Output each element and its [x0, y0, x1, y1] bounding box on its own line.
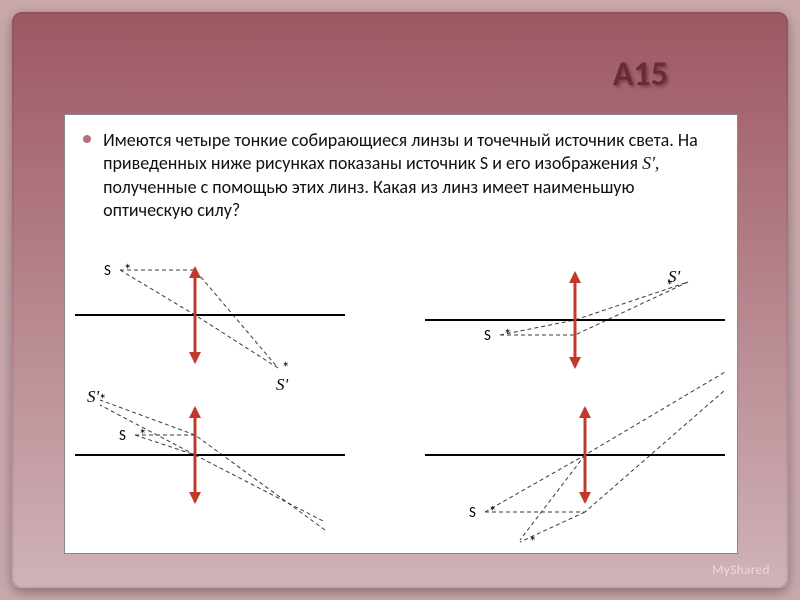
lens-arrowhead-up-icon — [189, 406, 201, 418]
question-sprime: S', — [642, 153, 659, 173]
source-label: S — [469, 504, 476, 522]
lens-arrowhead-down-icon — [569, 357, 581, 369]
point-marker: * — [99, 392, 106, 410]
diagram-area: *S*S'*S*S'*S*S'*S*S' — [65, 250, 737, 550]
lens-arrowhead-down-icon — [189, 352, 201, 364]
lens-arrowhead-down-icon — [189, 492, 201, 504]
lens-arrowhead-up-icon — [189, 266, 201, 278]
ray — [135, 435, 325, 530]
source-label: S — [119, 427, 126, 445]
question-content: Имеются четыре тонкие собирающиеся линзы… — [103, 129, 715, 223]
point-marker: * — [529, 534, 536, 550]
source-label: S — [484, 327, 491, 345]
slide-inner: А15 Имеются четыре тонкие собирающиеся л… — [12, 12, 788, 588]
question-pre: Имеются четыре тонкие собирающиеся линзы… — [103, 129, 698, 174]
image-label: S' — [523, 549, 536, 550]
diagram-svg: *S*S'*S*S'*S*S'*S*S' — [65, 250, 737, 550]
question-text: Имеются четыре тонкие собирающиеся линзы… — [83, 129, 719, 223]
bullet-icon — [83, 135, 91, 143]
point-marker: * — [489, 504, 496, 522]
lens-arrowhead-up-icon — [569, 271, 581, 283]
ray — [500, 282, 688, 335]
image-label: S' — [276, 375, 289, 394]
image-label: S' — [87, 387, 100, 406]
lens-arrowhead-up-icon — [579, 406, 591, 418]
point-marker: * — [139, 427, 146, 445]
question-post: полученные с помощью этих линз. Какая из… — [103, 176, 634, 221]
point-marker: * — [504, 327, 511, 345]
ray — [500, 282, 688, 335]
content-panel: Имеются четыре тонкие собирающиеся линзы… — [64, 114, 738, 554]
slide-title: А15 — [613, 54, 668, 95]
watermark-text: MyShared — [712, 563, 770, 578]
ray — [485, 372, 725, 512]
slide-outer: А15 Имеются четыре тонкие собирающиеся л… — [0, 0, 800, 600]
point-marker: * — [124, 262, 131, 280]
lens-arrowhead-down-icon — [579, 492, 591, 504]
ray — [100, 400, 195, 435]
image-label: S' — [668, 267, 681, 286]
ray — [485, 390, 725, 512]
source-label: S — [104, 262, 111, 280]
